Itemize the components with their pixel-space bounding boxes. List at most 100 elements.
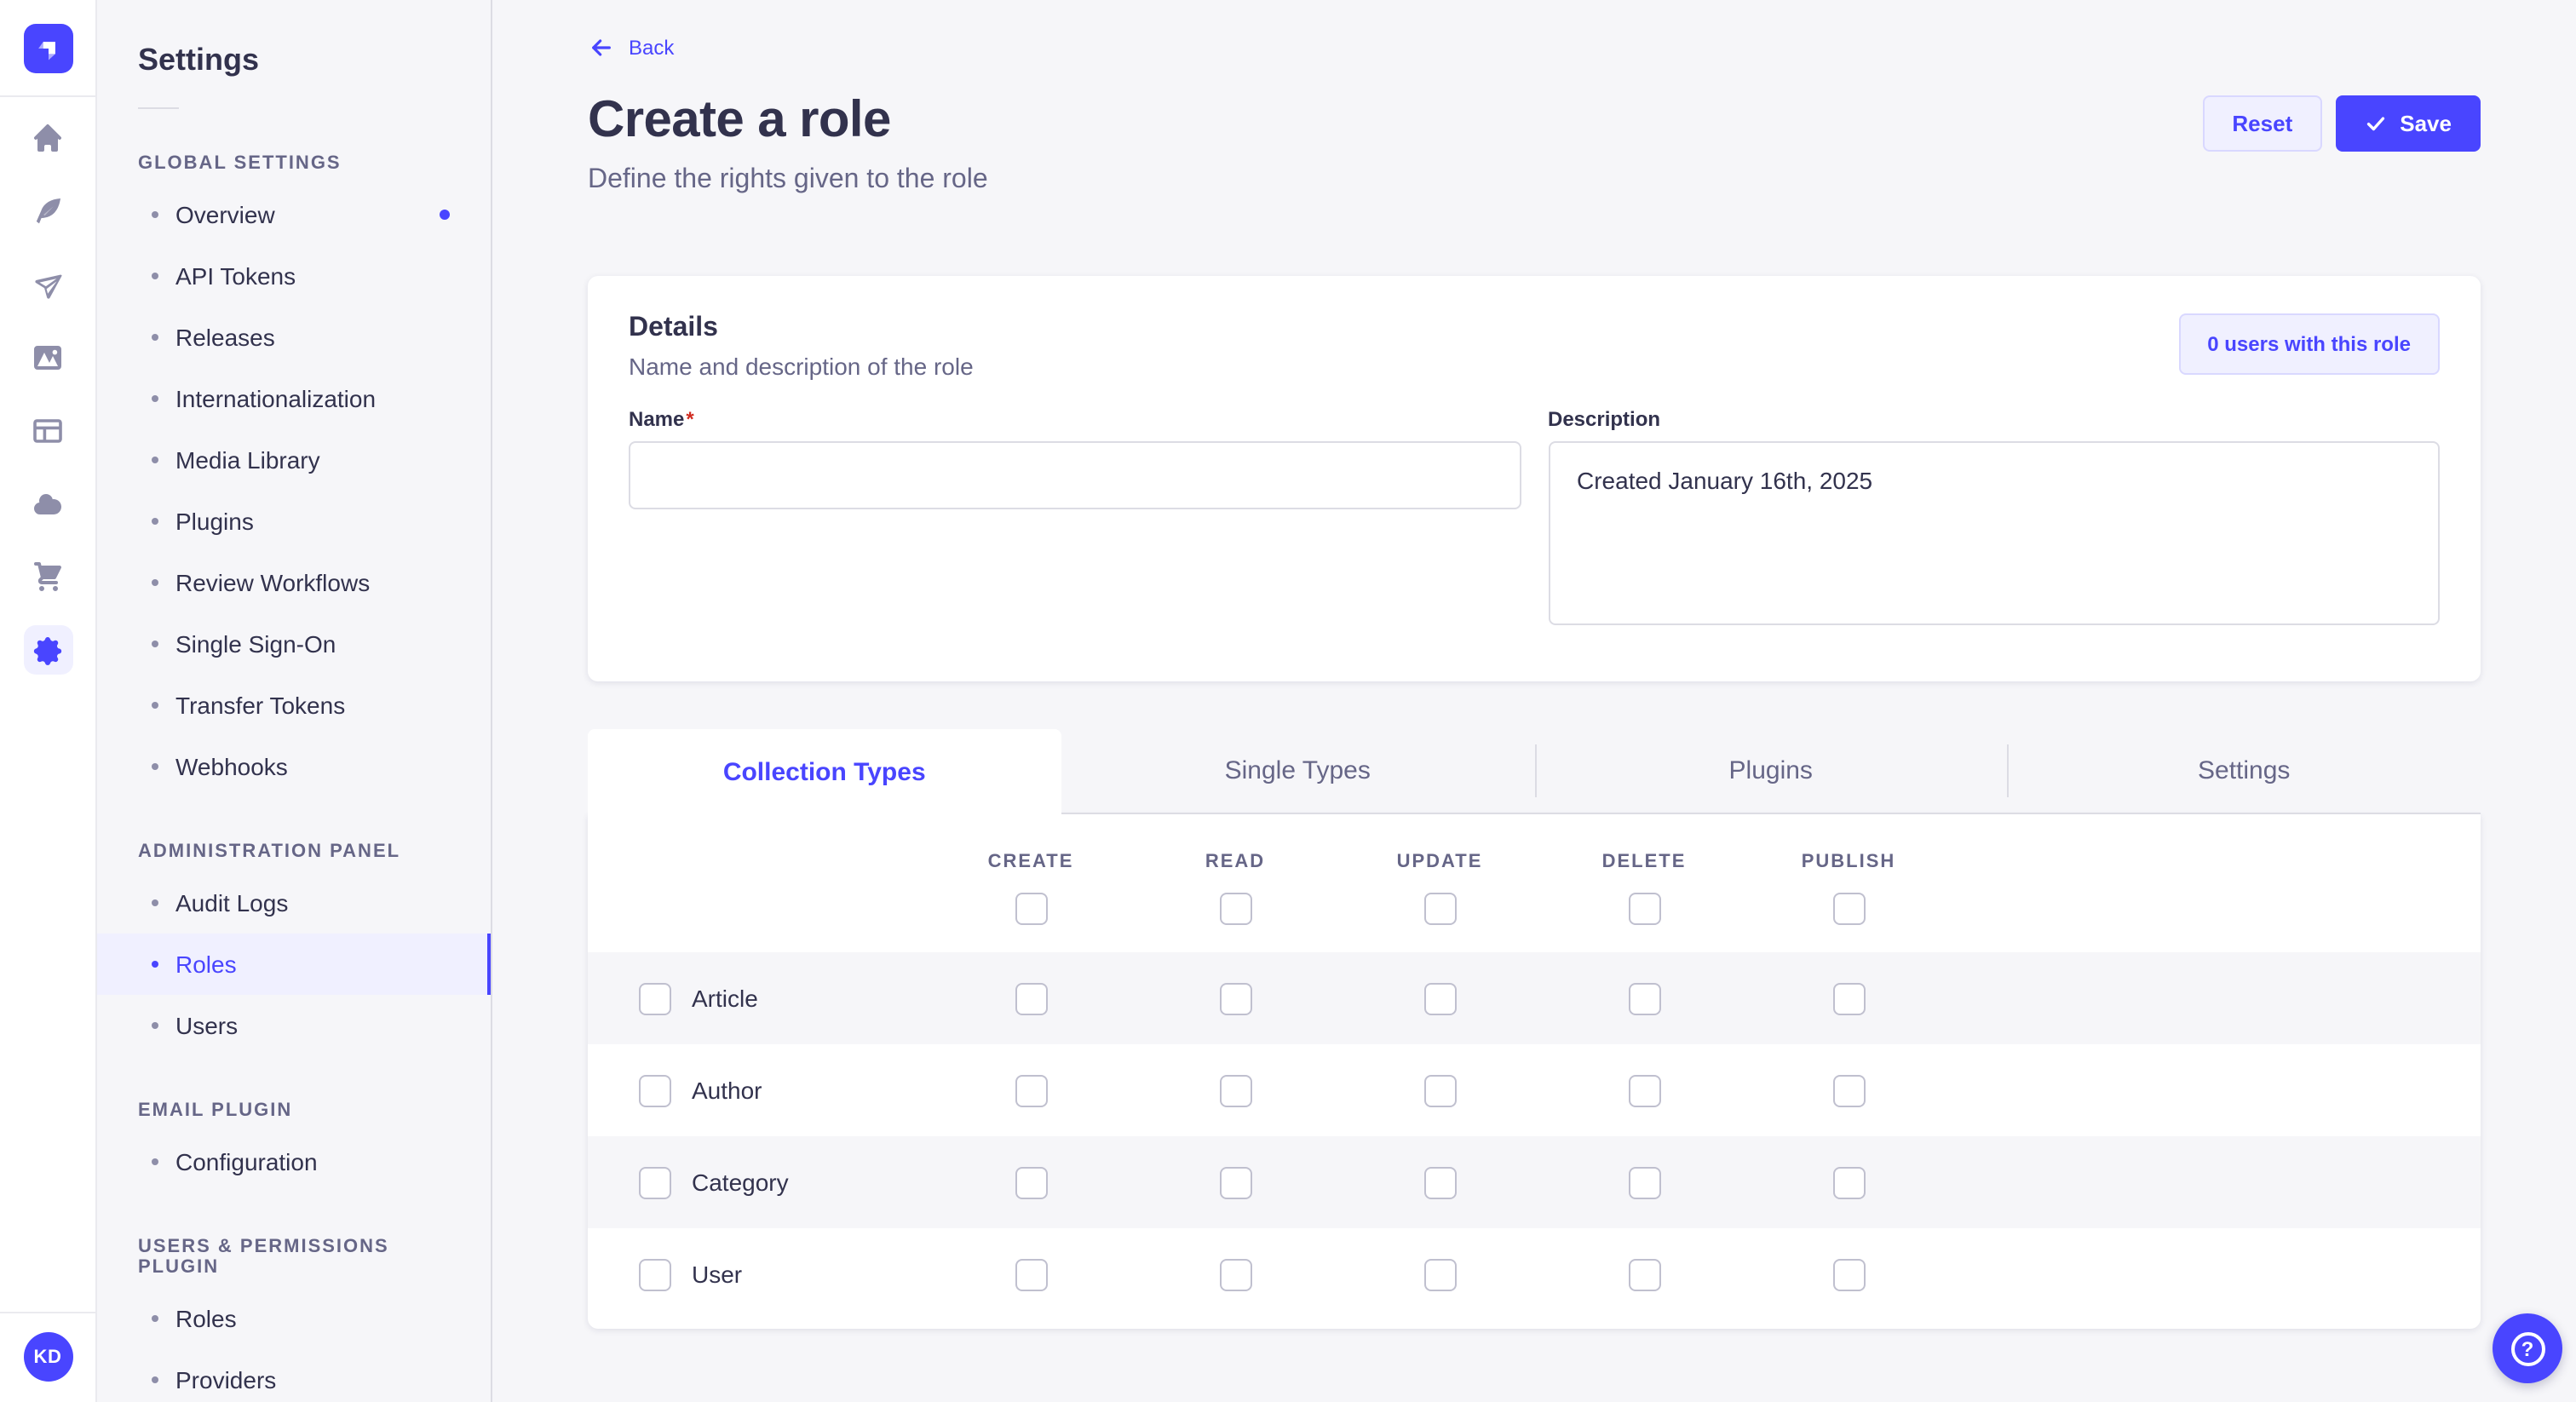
author-read-checkbox[interactable] <box>1219 1074 1251 1106</box>
sidebar-item-webhooks[interactable]: Webhooks <box>97 736 491 797</box>
table-row-category: Category <box>588 1136 2481 1228</box>
article-delete-checkbox[interactable] <box>1628 982 1660 1014</box>
bullet-icon <box>152 211 158 218</box>
row-label: Category <box>692 1169 789 1196</box>
page-subtitle: Define the rights given to the role <box>588 165 988 194</box>
subnav-divider <box>138 107 179 109</box>
select-all-publish-checkbox[interactable] <box>1832 893 1865 925</box>
article-create-checkbox[interactable] <box>1015 982 1047 1014</box>
row-select-checkbox[interactable] <box>639 1074 671 1106</box>
category-publish-checkbox[interactable] <box>1832 1166 1865 1198</box>
author-create-checkbox[interactable] <box>1015 1074 1047 1106</box>
sidebar-item-roles-up[interactable]: Roles <box>97 1288 491 1349</box>
tab-collection-types[interactable]: Collection Types <box>588 729 1061 814</box>
select-all-create-checkbox[interactable] <box>1015 893 1047 925</box>
help-button[interactable]: ? <box>2493 1313 2562 1383</box>
tab-plugins[interactable]: Plugins <box>1534 729 2008 814</box>
details-subtitle: Name and description of the role <box>629 353 974 380</box>
author-delete-checkbox[interactable] <box>1628 1074 1660 1106</box>
category-delete-checkbox[interactable] <box>1628 1166 1660 1198</box>
select-all-read-checkbox[interactable] <box>1219 893 1251 925</box>
table-row-user: User <box>588 1228 2481 1320</box>
article-publish-checkbox[interactable] <box>1832 982 1865 1014</box>
section-email-plugin: EMAIL PLUGIN <box>138 1100 293 1121</box>
description-label: Description <box>1548 407 1661 431</box>
select-all-update-checkbox[interactable] <box>1423 893 1456 925</box>
bullet-icon <box>152 1158 158 1165</box>
user-avatar[interactable]: KD <box>23 1332 72 1382</box>
gear-icon[interactable] <box>23 625 72 675</box>
bullet-icon <box>152 1376 158 1383</box>
notification-dot <box>440 210 450 220</box>
paper-plane-icon[interactable] <box>23 259 72 308</box>
tab-single-types[interactable]: Single Types <box>1061 729 1534 814</box>
table-row-article: Article <box>588 952 2481 1044</box>
bullet-icon <box>152 1022 158 1029</box>
article-update-checkbox[interactable] <box>1423 982 1456 1014</box>
user-update-checkbox[interactable] <box>1423 1258 1456 1290</box>
sidebar-item-api-tokens[interactable]: API Tokens <box>97 245 491 307</box>
row-select-checkbox[interactable] <box>639 982 671 1014</box>
user-create-checkbox[interactable] <box>1015 1258 1047 1290</box>
main-content: Back Create a role Reset Save Define the… <box>492 0 2576 1402</box>
feather-icon[interactable] <box>23 186 72 235</box>
rail-divider <box>0 95 95 97</box>
user-read-checkbox[interactable] <box>1219 1258 1251 1290</box>
sidebar-item-audit-logs[interactable]: Audit Logs <box>97 872 491 934</box>
back-link[interactable]: Back <box>588 34 674 61</box>
user-delete-checkbox[interactable] <box>1628 1258 1660 1290</box>
rail-divider-bottom <box>0 1312 95 1313</box>
question-icon: ? <box>2510 1331 2544 1365</box>
select-all-delete-checkbox[interactable] <box>1628 893 1660 925</box>
sidebar-item-review-workflows[interactable]: Review Workflows <box>97 552 491 613</box>
name-field[interactable] <box>629 441 1521 509</box>
category-create-checkbox[interactable] <box>1015 1166 1047 1198</box>
reset-button[interactable]: Reset <box>2203 95 2322 152</box>
user-publish-checkbox[interactable] <box>1832 1258 1865 1290</box>
bullet-icon <box>152 702 158 709</box>
tab-settings[interactable]: Settings <box>2007 729 2481 814</box>
author-update-checkbox[interactable] <box>1423 1074 1456 1106</box>
check-icon <box>2364 112 2386 135</box>
row-select-checkbox[interactable] <box>639 1166 671 1198</box>
settings-subnav: Settings GLOBAL SETTINGS Overview API To… <box>97 0 492 1402</box>
permissions-section: Collection Types Single Types Plugins Se… <box>588 729 2481 1329</box>
sidebar-item-media-library[interactable]: Media Library <box>97 429 491 491</box>
arrow-left-icon <box>588 34 615 61</box>
row-label: Author <box>692 1077 762 1104</box>
details-title: Details <box>629 313 718 342</box>
cart-icon[interactable] <box>23 552 72 601</box>
cloud-icon[interactable] <box>23 479 72 528</box>
permissions-tabs: Collection Types Single Types Plugins Se… <box>588 729 2481 814</box>
home-icon[interactable] <box>23 112 72 162</box>
bullet-icon <box>152 395 158 402</box>
strapi-logo[interactable] <box>23 24 72 73</box>
category-read-checkbox[interactable] <box>1219 1166 1251 1198</box>
sidebar-item-users[interactable]: Users <box>97 995 491 1056</box>
sidebar-item-roles-admin[interactable]: Roles <box>97 934 491 995</box>
permissions-table: CREATE READ UPDATE DELETE PUBLISH <box>588 814 2481 1329</box>
bullet-icon <box>152 763 158 770</box>
sidebar-item-single-sign-on[interactable]: Single Sign-On <box>97 613 491 675</box>
row-label: User <box>692 1261 743 1288</box>
sidebar-item-internationalization[interactable]: Internationalization <box>97 368 491 429</box>
sidebar-item-providers[interactable]: Providers <box>97 1349 491 1402</box>
sidebar-item-overview[interactable]: Overview <box>97 184 491 245</box>
details-card: Details Name and description of the role… <box>588 276 2481 681</box>
author-publish-checkbox[interactable] <box>1832 1074 1865 1106</box>
section-users-permissions-plugin: USERS & PERMISSIONS PLUGIN <box>138 1237 389 1278</box>
row-select-checkbox[interactable] <box>639 1258 671 1290</box>
layout-icon[interactable] <box>23 405 72 455</box>
article-read-checkbox[interactable] <box>1219 982 1251 1014</box>
media-library-icon[interactable] <box>23 332 72 382</box>
users-with-role-button[interactable]: 0 users with this role <box>2178 313 2440 375</box>
section-administration-panel: ADMINISTRATION PANEL <box>138 842 401 862</box>
sidebar-item-transfer-tokens[interactable]: Transfer Tokens <box>97 675 491 736</box>
category-update-checkbox[interactable] <box>1423 1166 1456 1198</box>
sidebar-item-plugins[interactable]: Plugins <box>97 491 491 552</box>
sidebar-item-configuration[interactable]: Configuration <box>97 1131 491 1192</box>
save-button[interactable]: Save <box>2335 95 2481 152</box>
description-field[interactable]: Created January 16th, 2025 <box>1548 441 2440 625</box>
column-header-publish: PUBLISH <box>1801 852 1896 872</box>
sidebar-item-releases[interactable]: Releases <box>97 307 491 368</box>
